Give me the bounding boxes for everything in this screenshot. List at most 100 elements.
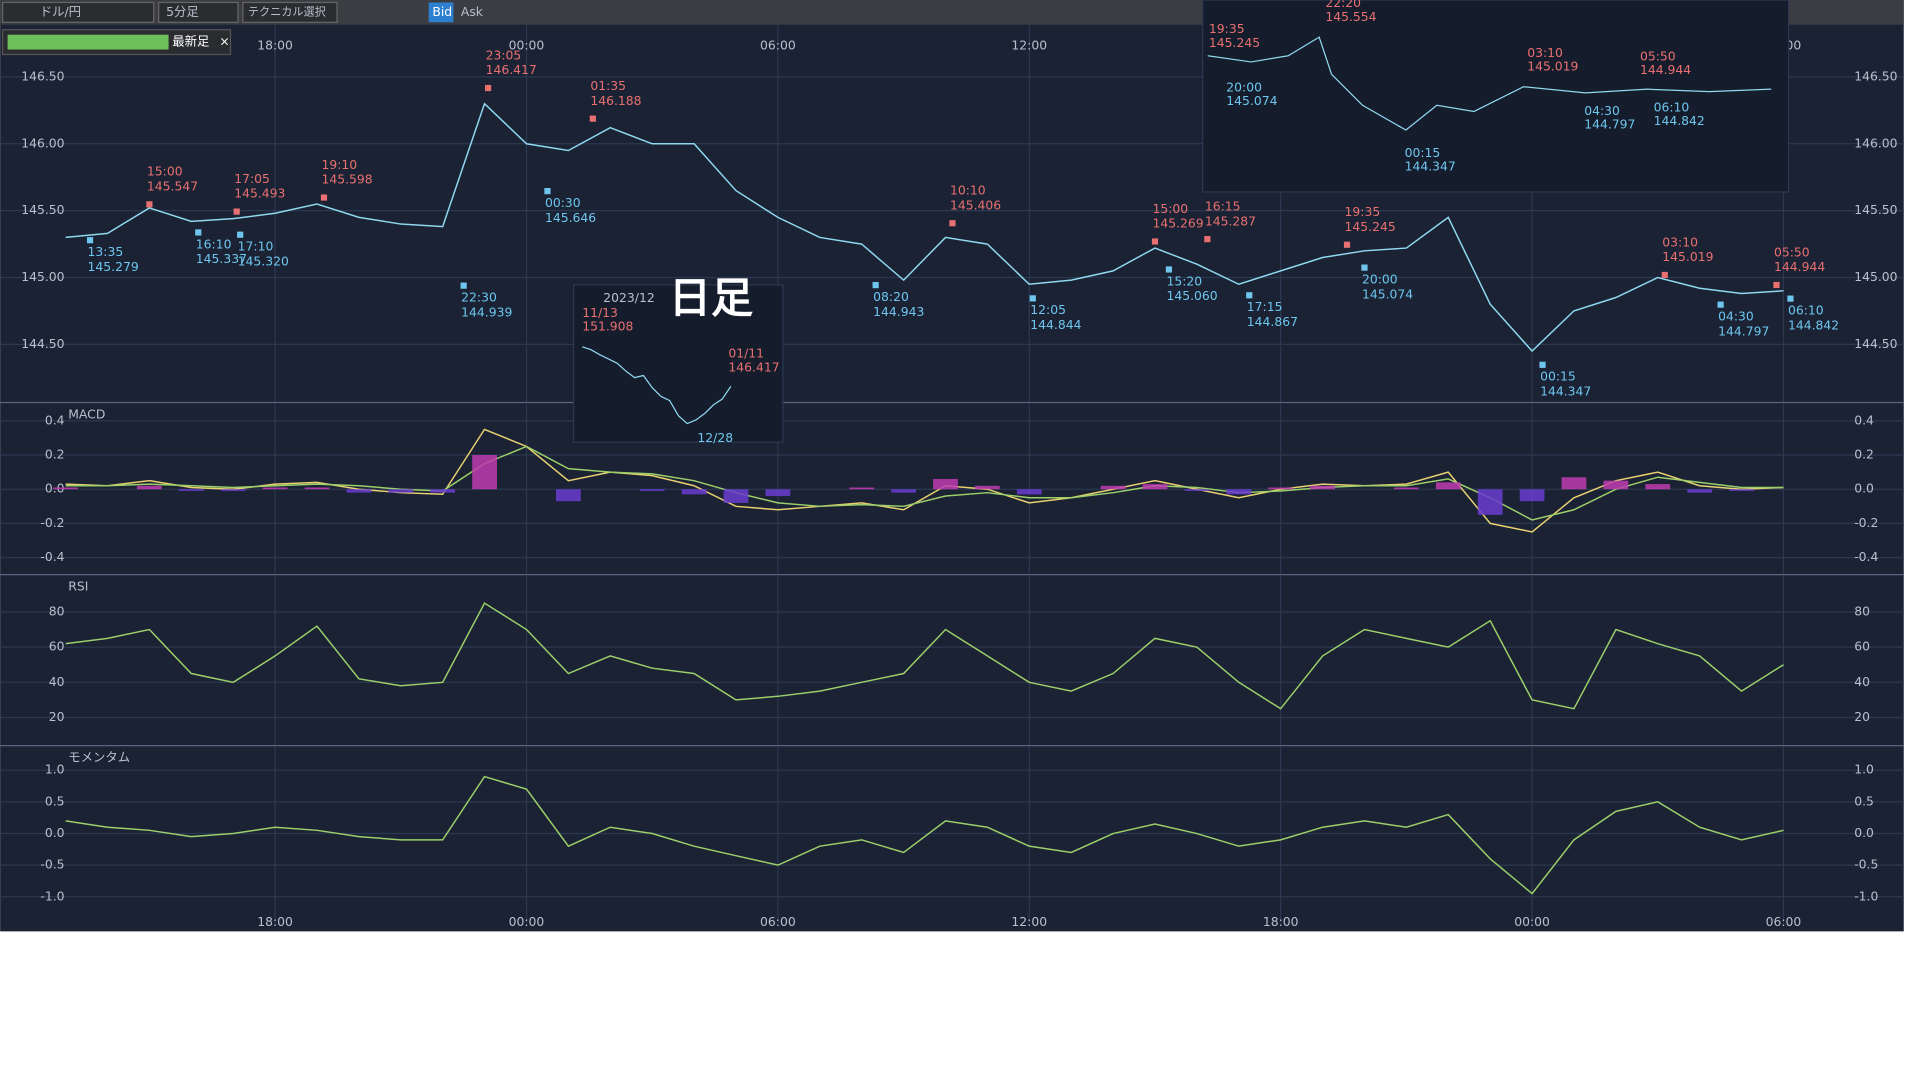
extreme-price: 145.547	[147, 180, 198, 194]
progress-bar	[7, 34, 169, 50]
top-inset-time: 20:00	[1226, 80, 1262, 94]
top-inset-price: 144.944	[1640, 63, 1691, 77]
extreme-time: 16:10	[196, 237, 232, 251]
extreme-marker	[460, 282, 467, 289]
x-tick-label: 00:00	[509, 38, 545, 52]
histogram-bar	[262, 487, 288, 490]
bid-button[interactable]	[428, 2, 454, 23]
y-tick-label-right: -0.4	[1854, 550, 1878, 564]
extreme-price: 145.598	[321, 173, 372, 187]
histogram-bar	[472, 455, 497, 490]
extreme-time: 00:15	[1540, 370, 1576, 384]
daily-high-price: 151.908	[582, 319, 633, 333]
daily-inset-title: 2023/12	[603, 291, 654, 305]
top-inset-time: 22:20	[1325, 0, 1361, 10]
y-tick-label-right: 40	[1854, 675, 1870, 689]
extreme-time: 06:10	[1788, 304, 1824, 318]
y-tick-label-right: 146.00	[1854, 136, 1897, 150]
technical: テクニカル選択	[248, 4, 326, 18]
histogram-bar	[137, 485, 162, 490]
histogram-bar	[765, 489, 791, 497]
extreme-marker	[1661, 271, 1668, 279]
top-inset-time: 05:50	[1640, 49, 1676, 63]
x-tick-label: 18:00	[257, 38, 293, 52]
extreme-time: 20:00	[1362, 272, 1398, 286]
y-tick-label: 1.0	[45, 763, 65, 777]
extreme-price: 145.245	[1345, 220, 1396, 234]
top-inset-price: 145.245	[1209, 36, 1260, 50]
y-tick-label: 146.50	[21, 69, 64, 83]
technical-select[interactable]	[242, 1, 338, 23]
extreme-marker	[320, 194, 328, 201]
histogram-bar	[639, 489, 665, 491]
histogram-bar	[430, 489, 456, 493]
histogram-bar	[681, 489, 707, 495]
extreme-time: 10:10	[950, 184, 986, 198]
series-line	[65, 102, 1784, 353]
histogram-bar	[1226, 489, 1252, 495]
extreme-time: 22:30	[461, 291, 497, 305]
y-tick-label-right: 20	[1854, 710, 1870, 724]
y-tick-label-right: 145.50	[1854, 203, 1897, 217]
extreme-marker	[544, 188, 551, 195]
extreme-time: 13:35	[88, 245, 124, 259]
extreme-time: 00:30	[545, 196, 581, 210]
extreme-time: 03:10	[1662, 235, 1698, 249]
timeframe-select[interactable]	[158, 1, 239, 23]
extreme-time: 17:15	[1247, 300, 1283, 314]
x-tick-label: 06:00	[760, 915, 796, 929]
top-inset-price: 145.019	[1527, 59, 1578, 73]
histogram-bar	[1310, 485, 1335, 490]
close[interactable]: ×	[219, 35, 229, 49]
extreme-price: 145.493	[234, 187, 285, 201]
y-tick-label-right: 80	[1854, 604, 1870, 618]
series-line	[65, 428, 1784, 533]
y-tick-label: 60	[49, 640, 65, 654]
histogram-bar	[1561, 477, 1587, 490]
y-tick-label: 146.00	[21, 136, 64, 150]
y-tick-label-right: -0.2	[1854, 516, 1878, 530]
extreme-marker	[146, 201, 153, 208]
top-inset-price: 144.842	[1654, 114, 1705, 128]
top-inset-time: 04:30	[1584, 104, 1620, 118]
extreme-price: 144.844	[1030, 318, 1081, 332]
histogram-bar	[974, 485, 1000, 490]
histogram-bar	[1519, 489, 1545, 502]
extreme-time: 19:35	[1345, 205, 1381, 219]
y-tick-label: 80	[49, 604, 65, 618]
top-inset-time: 00:15	[1405, 146, 1441, 160]
histogram-bar	[178, 489, 204, 491]
pair: ドル/円	[40, 5, 81, 19]
y-tick-label: -0.2	[40, 516, 64, 530]
top-inset-time: 06:10	[1654, 100, 1690, 114]
y-tick-label-right: 144.50	[1854, 337, 1897, 351]
histogram-bar	[1268, 487, 1294, 490]
pair-select[interactable]	[1, 1, 155, 23]
extreme-marker	[484, 84, 492, 92]
histogram-bar	[849, 487, 875, 490]
extreme-marker	[1787, 295, 1794, 302]
series-line	[65, 602, 1784, 710]
extreme-time: 17:10	[238, 240, 274, 254]
daily-low-date: 12/28	[697, 431, 733, 445]
y-tick-label-right: 146.50	[1854, 69, 1897, 83]
extreme-price: 145.019	[1662, 250, 1713, 264]
x-tick-label: 12:00	[1011, 38, 1047, 52]
y-tick-label: 145.50	[21, 203, 64, 217]
histogram-bar	[1729, 489, 1754, 491]
y-tick-label-right: 0.5	[1854, 794, 1874, 808]
extreme-marker	[237, 231, 244, 238]
extreme-price: 144.943	[873, 305, 924, 319]
histogram-bar	[1142, 484, 1168, 490]
ask[interactable]: Ask	[461, 5, 484, 19]
extreme-marker	[86, 237, 94, 244]
extreme-marker	[1151, 238, 1159, 245]
extreme-price: 144.842	[1788, 318, 1839, 332]
extreme-time: 12:05	[1030, 303, 1066, 317]
latest[interactable]: 最新足	[172, 34, 209, 49]
extreme-price: 145.646	[545, 211, 596, 225]
extreme-marker	[1246, 292, 1253, 299]
histogram-bar	[1477, 489, 1503, 515]
y-tick-label: 0.5	[45, 794, 65, 808]
